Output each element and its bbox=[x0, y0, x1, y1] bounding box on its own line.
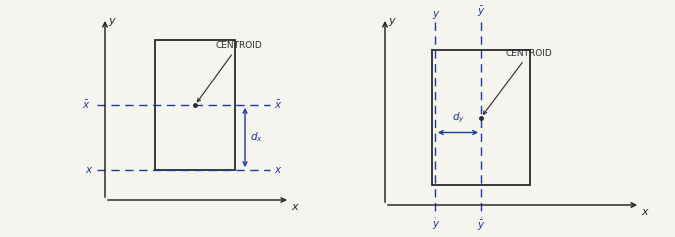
Text: x: x bbox=[274, 165, 280, 175]
Text: $\bar{x}$: $\bar{x}$ bbox=[82, 99, 91, 111]
Text: $\bar{y}$: $\bar{y}$ bbox=[477, 219, 485, 233]
Text: y: y bbox=[432, 9, 438, 19]
Bar bbox=[432, 50, 530, 185]
Text: x: x bbox=[291, 202, 298, 212]
Text: y: y bbox=[432, 219, 438, 229]
Text: x: x bbox=[85, 165, 91, 175]
Bar bbox=[155, 40, 235, 170]
Text: $\bar{x}$: $\bar{x}$ bbox=[274, 99, 283, 111]
Text: x: x bbox=[641, 207, 647, 217]
Text: y: y bbox=[388, 16, 395, 26]
Text: $\bar{y}$: $\bar{y}$ bbox=[477, 5, 485, 19]
Text: $d_y$: $d_y$ bbox=[452, 110, 464, 124]
Text: $d_x$: $d_x$ bbox=[250, 131, 263, 144]
Text: CENTROID: CENTROID bbox=[483, 49, 553, 114]
Text: CENTROID: CENTROID bbox=[197, 41, 262, 102]
Text: y: y bbox=[108, 16, 115, 26]
